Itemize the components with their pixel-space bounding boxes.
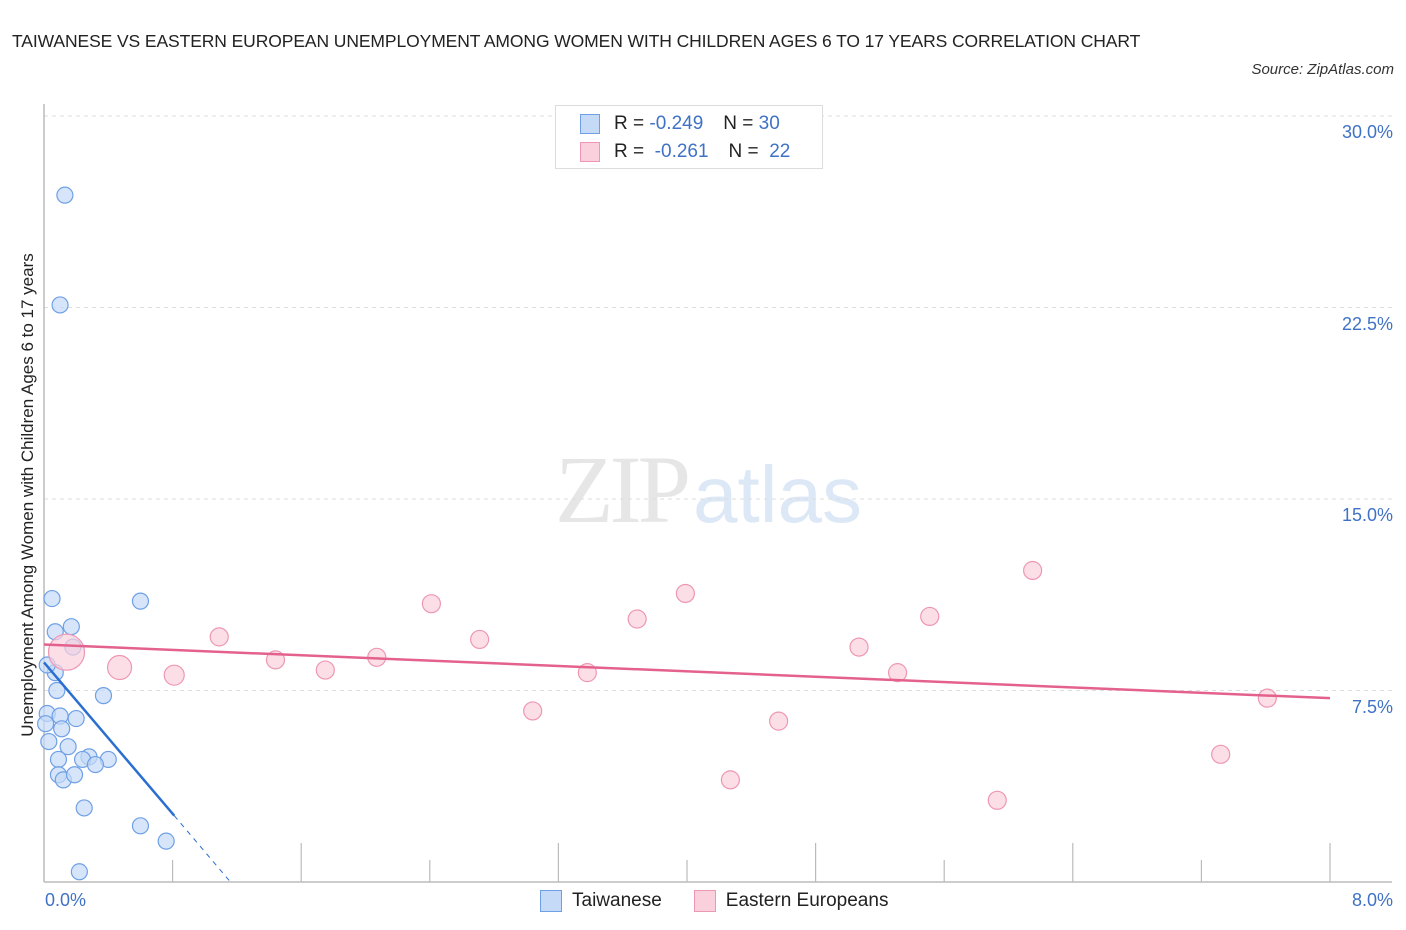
- data-point[interactable]: [37, 715, 55, 733]
- r-label: R =: [614, 113, 645, 134]
- data-point[interactable]: [75, 799, 93, 817]
- series-legend: Taiwanese Eastern Europeans: [540, 890, 920, 912]
- data-point[interactable]: [131, 817, 150, 835]
- data-point[interactable]: [920, 606, 940, 627]
- eastern-europeans-swatch: [580, 142, 600, 162]
- data-point[interactable]: [1211, 744, 1231, 764]
- data-point[interactable]: [47, 633, 86, 671]
- data-point[interactable]: [62, 618, 80, 636]
- data-point[interactable]: [987, 790, 1007, 810]
- taiwanese-swatch: [580, 114, 600, 134]
- data-point[interactable]: [48, 681, 66, 700]
- y-tick-30: 30.0%: [1341, 122, 1393, 142]
- stats-legend: R = -0.249 N = 30 R = -0.261 N = 22: [555, 105, 823, 169]
- data-point[interactable]: [40, 732, 58, 751]
- data-point[interactable]: [627, 609, 647, 629]
- data-point[interactable]: [887, 663, 908, 683]
- data-point[interactable]: [1023, 560, 1043, 581]
- n-label: N =: [728, 141, 759, 162]
- data-point[interactable]: [163, 664, 185, 686]
- watermark-zip: ZIP: [555, 436, 691, 543]
- data-point[interactable]: [1257, 688, 1277, 708]
- y-tick-15: 15.0%: [1341, 505, 1393, 525]
- data-point[interactable]: [523, 701, 543, 721]
- data-point[interactable]: [106, 654, 133, 681]
- source-label: Source: ZipAtlas.com: [1251, 61, 1394, 78]
- n-value: 22: [769, 141, 791, 162]
- trend-line: [43, 643, 1331, 700]
- r-value: -0.249: [649, 113, 704, 134]
- data-point[interactable]: [49, 750, 68, 769]
- zipatlas-watermark: ZIPatlas: [555, 440, 862, 545]
- n-label: N =: [723, 113, 754, 134]
- data-point[interactable]: [209, 627, 229, 647]
- legend-item-eastern-europeans[interactable]: Eastern Europeans: [693, 890, 889, 912]
- n-value: 30: [758, 113, 780, 134]
- y-tick-22-5: 22.5%: [1341, 314, 1393, 334]
- data-point[interactable]: [43, 589, 61, 608]
- y-tick-7-5: 7.5%: [1351, 697, 1393, 717]
- data-point[interactable]: [67, 709, 85, 728]
- data-point[interactable]: [769, 711, 789, 731]
- gridlines: [44, 115, 1392, 691]
- data-point[interactable]: [56, 186, 74, 204]
- x-tick-max: 8.0%: [1351, 890, 1393, 910]
- legend-label: Eastern Europeans: [725, 890, 889, 911]
- chart-title: TAIWANESE VS EASTERN EUROPEAN UNEMPLOYME…: [12, 31, 1141, 51]
- data-point[interactable]: [849, 637, 869, 657]
- data-point[interactable]: [675, 583, 695, 604]
- stats-row-taiwanese: R = -0.249 N = 30: [580, 112, 780, 136]
- data-point[interactable]: [131, 592, 150, 610]
- stats-row-eastern-europeans: R = -0.261 N = 22: [580, 140, 790, 164]
- data-point[interactable]: [421, 594, 442, 614]
- data-point[interactable]: [51, 296, 69, 314]
- data-point[interactable]: [53, 720, 71, 738]
- data-point[interactable]: [94, 687, 113, 705]
- data-point[interactable]: [315, 660, 335, 680]
- trend-line-extension: [173, 815, 231, 883]
- trend-line: [43, 661, 176, 817]
- data-point[interactable]: [59, 738, 77, 756]
- data-point[interactable]: [70, 863, 88, 881]
- data-point[interactable]: [86, 755, 105, 774]
- data-point[interactable]: [720, 770, 741, 790]
- data-point[interactable]: [65, 766, 84, 784]
- taiwanese-swatch: [540, 890, 562, 912]
- r-value: -0.261: [654, 141, 709, 162]
- axes: [43, 104, 1392, 883]
- watermark-atlas: atlas: [693, 450, 862, 539]
- legend-item-taiwanese[interactable]: Taiwanese: [540, 890, 662, 912]
- x-tick-min: 0.0%: [45, 890, 87, 910]
- legend-label: Taiwanese: [572, 890, 662, 911]
- trend-lines: [43, 643, 1331, 883]
- data-point[interactable]: [157, 832, 175, 850]
- data-points: [37, 186, 1277, 881]
- y-axis-label: Unemployment Among Women with Children A…: [18, 253, 37, 737]
- eastern-europeans-swatch: [693, 890, 716, 912]
- r-label: R =: [614, 141, 645, 162]
- data-point[interactable]: [470, 629, 490, 650]
